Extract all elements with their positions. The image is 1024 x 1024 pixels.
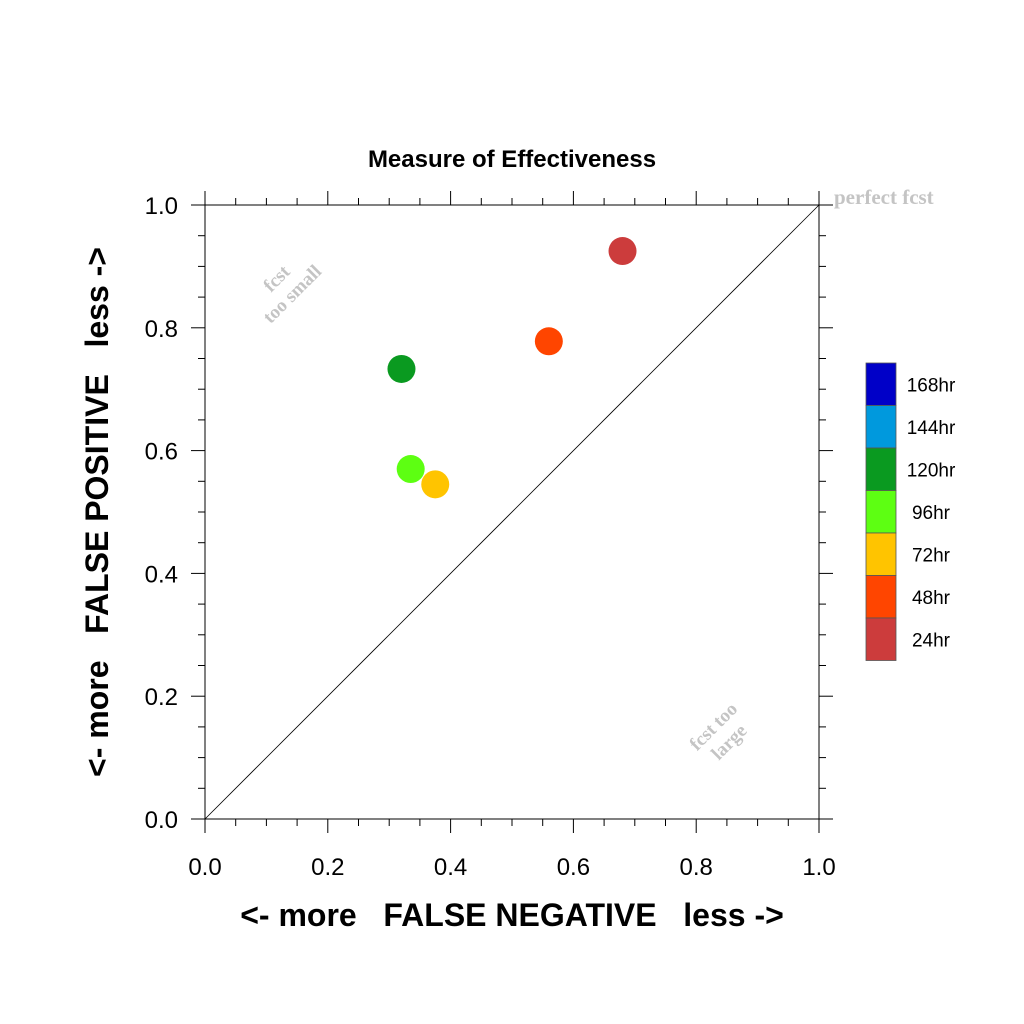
- legend-swatch-168hr: [865, 362, 897, 406]
- legend-swatch-72hr: [865, 532, 897, 576]
- legend: 168hr 144hr 120hr 96hr 72hr 48hr 24hr: [865, 362, 956, 661]
- point-72hr: [421, 470, 450, 499]
- legend-label-48hr: 48hr: [912, 588, 951, 609]
- legend-label-144hr: 144hr: [907, 418, 956, 439]
- y-tick-label: 0.2: [145, 684, 178, 711]
- legend-swatch-48hr: [865, 575, 897, 619]
- legend-swatch-144hr: [865, 405, 897, 449]
- legend-swatch-24hr: [865, 617, 897, 661]
- tick-marks: [191, 191, 833, 833]
- y-tick-label: 0.4: [145, 561, 178, 588]
- legend-label-24hr: 24hr: [912, 630, 951, 651]
- x-tick-label: 0.4: [434, 854, 467, 881]
- annotation-too-small: fcst too small: [259, 261, 326, 328]
- x-tick-label: 0.0: [188, 854, 221, 881]
- point-120hr: [387, 354, 416, 383]
- data-points: [387, 237, 637, 499]
- point-24hr: [608, 237, 637, 266]
- x-tick-label: 0.8: [680, 854, 713, 881]
- legend-label-96hr: 96hr: [912, 503, 951, 524]
- point-48hr: [534, 327, 563, 356]
- point-96hr: [396, 455, 425, 484]
- perfect-forecast-diagonal: [204, 204, 820, 820]
- legend-label-168hr: 168hr: [907, 375, 956, 396]
- x-tick-label: 0.2: [311, 854, 344, 881]
- y-tick-label: 0.8: [145, 316, 178, 343]
- x-tick-label: 0.6: [557, 854, 590, 881]
- legend-swatch-96hr: [865, 490, 897, 534]
- y-tick-labels: 0.0 0.2 0.4 0.6 0.8 1.0: [145, 193, 178, 834]
- y-axis-label: <- more FALSE POSITIVE less ->: [79, 247, 115, 777]
- y-tick-label: 0.0: [145, 807, 178, 834]
- y-tick-label: 0.6: [145, 439, 178, 466]
- y-tick-label: 1.0: [145, 193, 178, 220]
- legend-label-72hr: 72hr: [912, 545, 951, 566]
- x-tick-labels: 0.0 0.2 0.4 0.6 0.8 1.0: [188, 854, 835, 881]
- annotation-perfect-forecast: perfect fcst: [834, 185, 934, 209]
- chart-title: Measure of Effectiveness: [368, 146, 656, 173]
- legend-swatch-120hr: [865, 447, 897, 491]
- legend-label-120hr: 120hr: [907, 460, 956, 481]
- annotation-too-large: fcst too large: [686, 699, 752, 765]
- x-axis-label: <- more FALSE NEGATIVE less ->: [240, 897, 784, 933]
- x-tick-label: 1.0: [802, 854, 835, 881]
